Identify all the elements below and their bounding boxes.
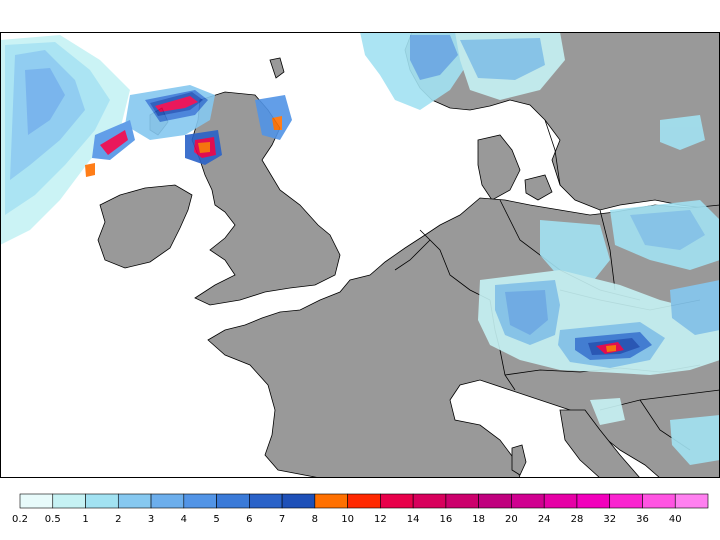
legend-swatch bbox=[576, 493, 611, 509]
legend-swatch bbox=[412, 493, 447, 509]
legend-tick-label: 40 bbox=[669, 514, 682, 525]
legend-swatch bbox=[52, 493, 86, 509]
legend-swatch bbox=[314, 493, 348, 509]
legend-tick-label: 12 bbox=[374, 514, 387, 525]
legend-swatch bbox=[19, 493, 54, 509]
legend-tick-label: 36 bbox=[636, 514, 649, 525]
great-britain-land bbox=[191, 91, 341, 306]
legend-tick-label: 14 bbox=[407, 514, 420, 525]
legend-swatch bbox=[674, 493, 709, 509]
shetland-land bbox=[269, 57, 285, 79]
legend-swatch bbox=[445, 493, 479, 509]
legend-tick-label: 32 bbox=[603, 514, 616, 525]
legend-swatch bbox=[117, 493, 152, 509]
denmark-land bbox=[477, 134, 521, 201]
legend-tick-label: 6 bbox=[246, 514, 252, 525]
legend-swatch bbox=[281, 493, 316, 509]
legend-tick-label: 28 bbox=[571, 514, 584, 525]
legend-swatch bbox=[380, 493, 414, 509]
legend-tick-labels: 0.2 0.5 1 2 3 4 5 6 7 8 10 12 14 16 18 20 24 28 32 36 40 bbox=[12, 514, 682, 525]
legend-swatch bbox=[511, 493, 545, 509]
legend-swatch bbox=[85, 493, 119, 509]
legend-tick-label: 0.2 bbox=[12, 514, 28, 525]
italy-land bbox=[559, 409, 641, 478]
legend-swatch bbox=[216, 493, 250, 509]
legend-tick-label: 20 bbox=[505, 514, 518, 525]
legend-tick-label: 24 bbox=[538, 514, 551, 525]
color-scale-legend: 0.2 0.5 1 2 3 4 5 6 7 8 10 12 14 16 18 20 24 28 32 36 40 bbox=[12, 493, 709, 525]
legend-tick-label: 0.5 bbox=[45, 514, 61, 525]
legend-swatch bbox=[249, 493, 283, 509]
legend-swatch bbox=[478, 493, 512, 509]
legend-tick-label: 16 bbox=[440, 514, 453, 525]
danish-islands bbox=[524, 174, 553, 201]
legend-swatch bbox=[347, 493, 381, 509]
legend-swatch bbox=[183, 493, 217, 509]
legend-tick-label: 8 bbox=[312, 514, 318, 525]
precipitation-map bbox=[0, 32, 720, 478]
legend-swatches bbox=[19, 493, 709, 509]
legend-swatch bbox=[609, 493, 643, 509]
precipitation-overlay bbox=[0, 32, 720, 465]
legend-tick-label: 7 bbox=[279, 514, 285, 525]
corsica-land bbox=[511, 444, 527, 476]
legend-swatch bbox=[642, 493, 676, 509]
legend-swatch bbox=[543, 493, 578, 509]
legend-tick-label: 18 bbox=[472, 514, 485, 525]
legend-tick-label: 10 bbox=[341, 514, 354, 525]
legend-tick-label: 4 bbox=[181, 514, 187, 525]
legend-tick-label: 5 bbox=[213, 514, 219, 525]
legend-tick-label: 2 bbox=[115, 514, 121, 525]
legend-tick-label: 3 bbox=[148, 514, 154, 525]
legend-tick-label: 1 bbox=[82, 514, 88, 525]
ireland-land bbox=[97, 184, 193, 269]
legend-swatch bbox=[150, 493, 185, 509]
